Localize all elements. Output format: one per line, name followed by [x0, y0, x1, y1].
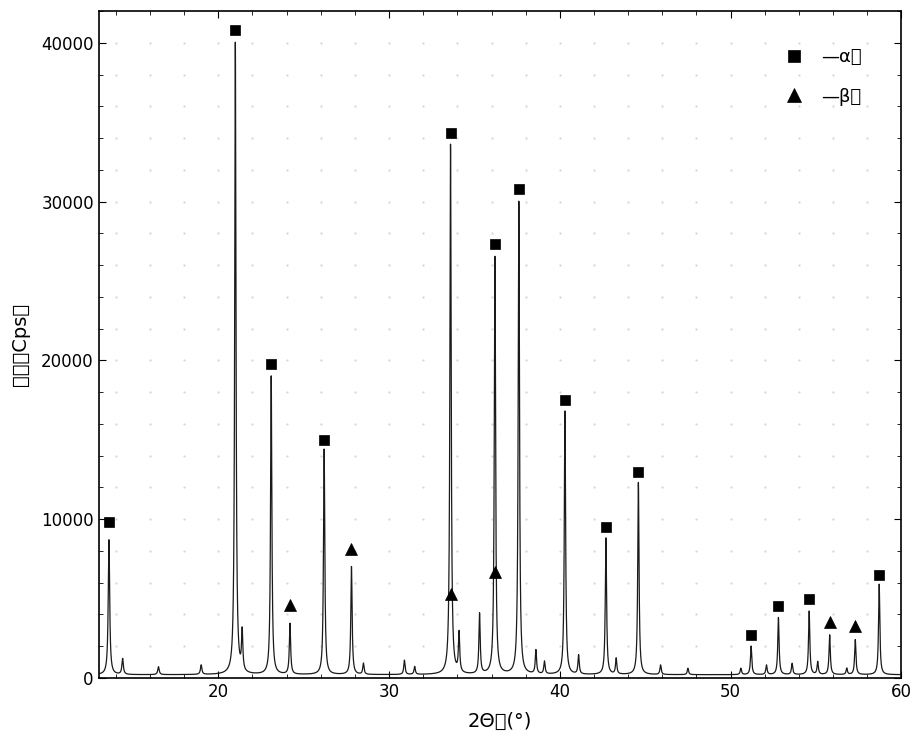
X-axis label: 2Θ角(°): 2Θ角(°) — [468, 712, 533, 731]
Y-axis label: 强度（Cps）: 强度（Cps） — [11, 303, 30, 386]
Legend: —α相, —β相: —α相, —β相 — [761, 33, 876, 120]
